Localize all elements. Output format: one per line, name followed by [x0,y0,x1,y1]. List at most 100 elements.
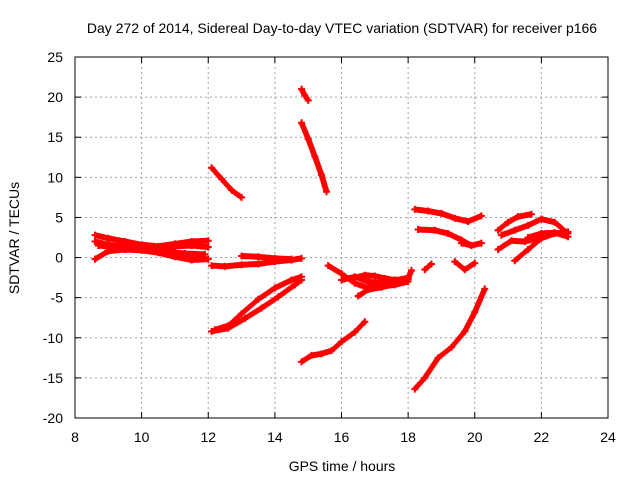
data-point [238,193,246,201]
series-trace [208,164,245,201]
data-series [208,276,306,335]
data-point [434,354,442,362]
x-tick-label: 14 [267,429,283,445]
data-point [238,252,246,260]
data-point [288,255,296,263]
x-tick-label: 24 [600,429,616,445]
data-point [511,226,519,234]
data-point [311,152,319,160]
data-point [421,374,429,382]
y-tick-label: -20 [43,410,63,426]
data-point [308,351,316,359]
y-tick-label: 5 [55,209,63,225]
data-point [351,274,359,282]
data-point [338,338,345,346]
data-point [188,256,196,264]
series-trace [421,261,435,273]
data-point [288,276,296,284]
data-point [431,226,439,234]
data-point [381,274,389,282]
data-point [537,229,545,237]
data-point [424,207,432,215]
data-point [494,246,502,254]
x-tick-label: 20 [467,429,483,445]
data-point [477,239,485,247]
grid [75,57,608,418]
data-point [324,262,332,270]
data-point [461,327,469,335]
data-point [391,276,399,284]
plot-area [91,85,572,393]
data-point [537,215,545,223]
data-point [338,270,345,278]
data-point [471,308,479,316]
data-point [238,261,246,269]
data-point [131,245,139,253]
data-point [204,243,212,251]
data-point [524,234,532,241]
data-point [564,233,572,241]
data-series [298,318,369,366]
data-point [471,259,479,267]
data-point [208,164,216,172]
data-point [171,242,179,250]
data-point [181,250,189,258]
data-point [221,262,229,270]
data-point [298,85,306,93]
data-series [411,285,489,393]
data-point [254,253,262,261]
data-point [464,217,472,225]
y-axis-title: SDTVAR / TECUs [6,182,22,294]
data-point [298,254,306,262]
data-point [204,255,212,263]
data-point [104,234,112,242]
data-point [477,212,485,220]
data-point [91,231,99,239]
data-point [414,225,422,233]
data-point [447,343,455,351]
data-point [411,205,419,213]
data-point [377,283,385,291]
data-point [514,213,522,221]
data-point [204,237,212,245]
data-series [351,266,415,284]
x-axis-title: GPS time / hours [289,458,396,474]
y-tick-label: 10 [47,169,63,185]
y-tick-label: 25 [47,49,63,65]
data-point [451,214,459,222]
data-series [414,225,475,250]
data-point [94,242,102,250]
data-point [323,188,331,196]
data-series [298,119,331,196]
x-tick-label: 18 [400,429,416,445]
data-point [238,310,246,318]
data-point [451,258,459,266]
data-point [208,262,216,270]
data-point [494,226,502,234]
data-point [274,293,282,301]
data-point [188,242,196,250]
data-point [111,243,119,251]
data-series [238,252,296,263]
data-point [208,327,216,335]
data-point [504,218,512,226]
chart-title: Day 272 of 2014, Sidereal Day-to-day VTE… [87,20,597,36]
data-point [444,229,452,237]
data-point [551,229,559,237]
data-point [497,231,505,239]
data-point [527,210,535,218]
data-point [298,119,306,127]
data-point [427,260,435,268]
data-point [291,281,299,289]
data-point [354,292,362,300]
data-point [298,358,306,366]
data-point [218,175,226,183]
data-point [304,96,312,104]
data-series [411,205,485,225]
data-point [481,285,489,293]
data-point [407,266,415,274]
data-point [91,255,99,263]
x-tick-label: 12 [200,429,216,445]
data-point [364,278,372,286]
